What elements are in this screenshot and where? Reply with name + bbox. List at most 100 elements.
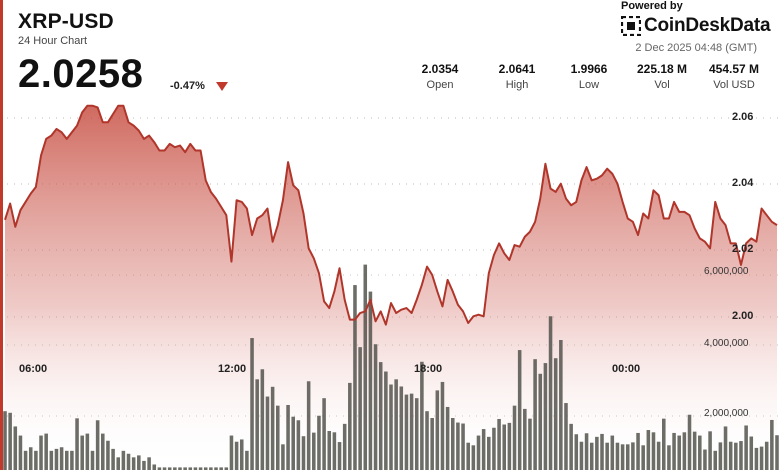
volume-bar xyxy=(167,467,172,470)
brand-name: CoinDeskData xyxy=(644,15,771,36)
volume-bar xyxy=(178,467,182,470)
volume-bar xyxy=(677,435,681,470)
volume-bar xyxy=(533,359,537,470)
volume-bar xyxy=(754,447,759,470)
price-area-fill xyxy=(5,105,777,470)
volume-bar xyxy=(64,450,69,470)
volume-bar xyxy=(564,403,568,470)
stat-vol: 225.18 M Vol xyxy=(622,62,702,91)
stat-open-label: Open xyxy=(426,79,454,91)
volume-bar xyxy=(579,441,584,470)
volume-bar xyxy=(312,432,316,470)
volume-bar xyxy=(260,369,265,470)
volume-bar xyxy=(234,441,239,470)
volume-bar xyxy=(440,381,445,470)
y-tick-label: 2.06 xyxy=(732,111,754,123)
y-tick-label: 2.00 xyxy=(732,310,754,322)
volume-bar xyxy=(698,435,702,470)
brand-logo[interactable]: CoinDeskData xyxy=(620,15,771,37)
volume-bar xyxy=(553,358,558,470)
volume-bar xyxy=(744,425,748,470)
powered-by-label: Powered by xyxy=(621,0,683,12)
volume-bar xyxy=(749,436,754,470)
volume-bar xyxy=(589,442,594,470)
volume-bar xyxy=(28,447,33,470)
volume-bar xyxy=(476,435,481,470)
volume-bar xyxy=(662,418,666,470)
volume-tick-label: 2,000,000 xyxy=(704,408,749,419)
volume-bar xyxy=(373,344,378,470)
volume-bar xyxy=(162,467,167,470)
volume-bar xyxy=(409,393,414,470)
price-series-line xyxy=(4,104,778,326)
volume-bar xyxy=(296,420,301,470)
volume-bar xyxy=(569,423,573,470)
volume-bar xyxy=(54,448,59,470)
volume-bar xyxy=(425,411,429,470)
volume-bar xyxy=(270,386,275,470)
volume-bar xyxy=(394,379,398,470)
volume-bar xyxy=(80,435,84,470)
volume-bar xyxy=(687,414,692,470)
volume-bar xyxy=(39,435,43,470)
volume-bar xyxy=(481,429,486,470)
volume-bar xyxy=(368,291,373,470)
volume-bar xyxy=(631,442,635,470)
volume-bar xyxy=(358,347,362,470)
volume-bar xyxy=(193,467,198,470)
volume-bar xyxy=(121,450,126,470)
volume-bar xyxy=(363,264,368,470)
volume-bar xyxy=(646,430,651,470)
coindesk-logo-icon xyxy=(620,15,642,37)
volume-bar xyxy=(445,406,450,470)
volume-bar xyxy=(703,449,707,470)
volume-bar xyxy=(507,422,512,470)
volume-bar xyxy=(548,316,553,470)
volume-bar xyxy=(728,441,733,470)
stat-vol-usd: 454.57 M Vol USD xyxy=(694,62,774,91)
volume-bar xyxy=(734,442,738,470)
volume-bars xyxy=(3,264,779,470)
stat-high-label: High xyxy=(505,79,529,91)
price-change: -0.47% xyxy=(170,80,205,92)
volume-bar xyxy=(276,405,280,470)
volume-bar xyxy=(13,426,18,470)
stat-vol-label: Vol xyxy=(654,79,670,91)
volume-bar xyxy=(682,432,687,470)
volume-bar xyxy=(306,381,311,470)
volume-bar xyxy=(322,398,326,470)
volume-bar xyxy=(620,444,625,470)
volume-bar xyxy=(502,424,506,470)
volume-bar xyxy=(327,431,332,470)
volume-bar xyxy=(265,396,270,470)
volume-bar xyxy=(229,435,234,470)
volume-bar xyxy=(126,453,131,470)
volume-bar xyxy=(528,418,532,470)
volume-bar xyxy=(131,457,136,470)
volume-bar xyxy=(219,467,223,470)
x-tick-label: 06:00 xyxy=(19,363,48,375)
volume-bar xyxy=(610,435,615,470)
volume-bar xyxy=(245,450,249,470)
volume-bar xyxy=(301,436,306,470)
volume-bar xyxy=(95,420,100,470)
volume-bar xyxy=(718,442,723,470)
volume-bar xyxy=(430,418,434,470)
volume-bar xyxy=(317,415,321,470)
volume-bar xyxy=(512,405,517,470)
volume-bar xyxy=(147,457,151,470)
volume-bar xyxy=(651,432,656,470)
volume-bar xyxy=(152,464,157,470)
y-tick-label: 2.04 xyxy=(732,177,754,189)
volume-bar xyxy=(420,361,424,470)
volume-bar xyxy=(672,432,676,470)
volume-bar xyxy=(656,441,661,470)
volume-bar xyxy=(713,450,718,470)
y-tick-label: 2.02 xyxy=(732,243,754,255)
stat-vol-usd-label: Vol USD xyxy=(713,79,755,91)
accent-strip xyxy=(0,0,3,470)
volume-bar xyxy=(137,455,141,470)
volume-bar xyxy=(281,444,285,470)
volume-bar xyxy=(414,398,419,470)
